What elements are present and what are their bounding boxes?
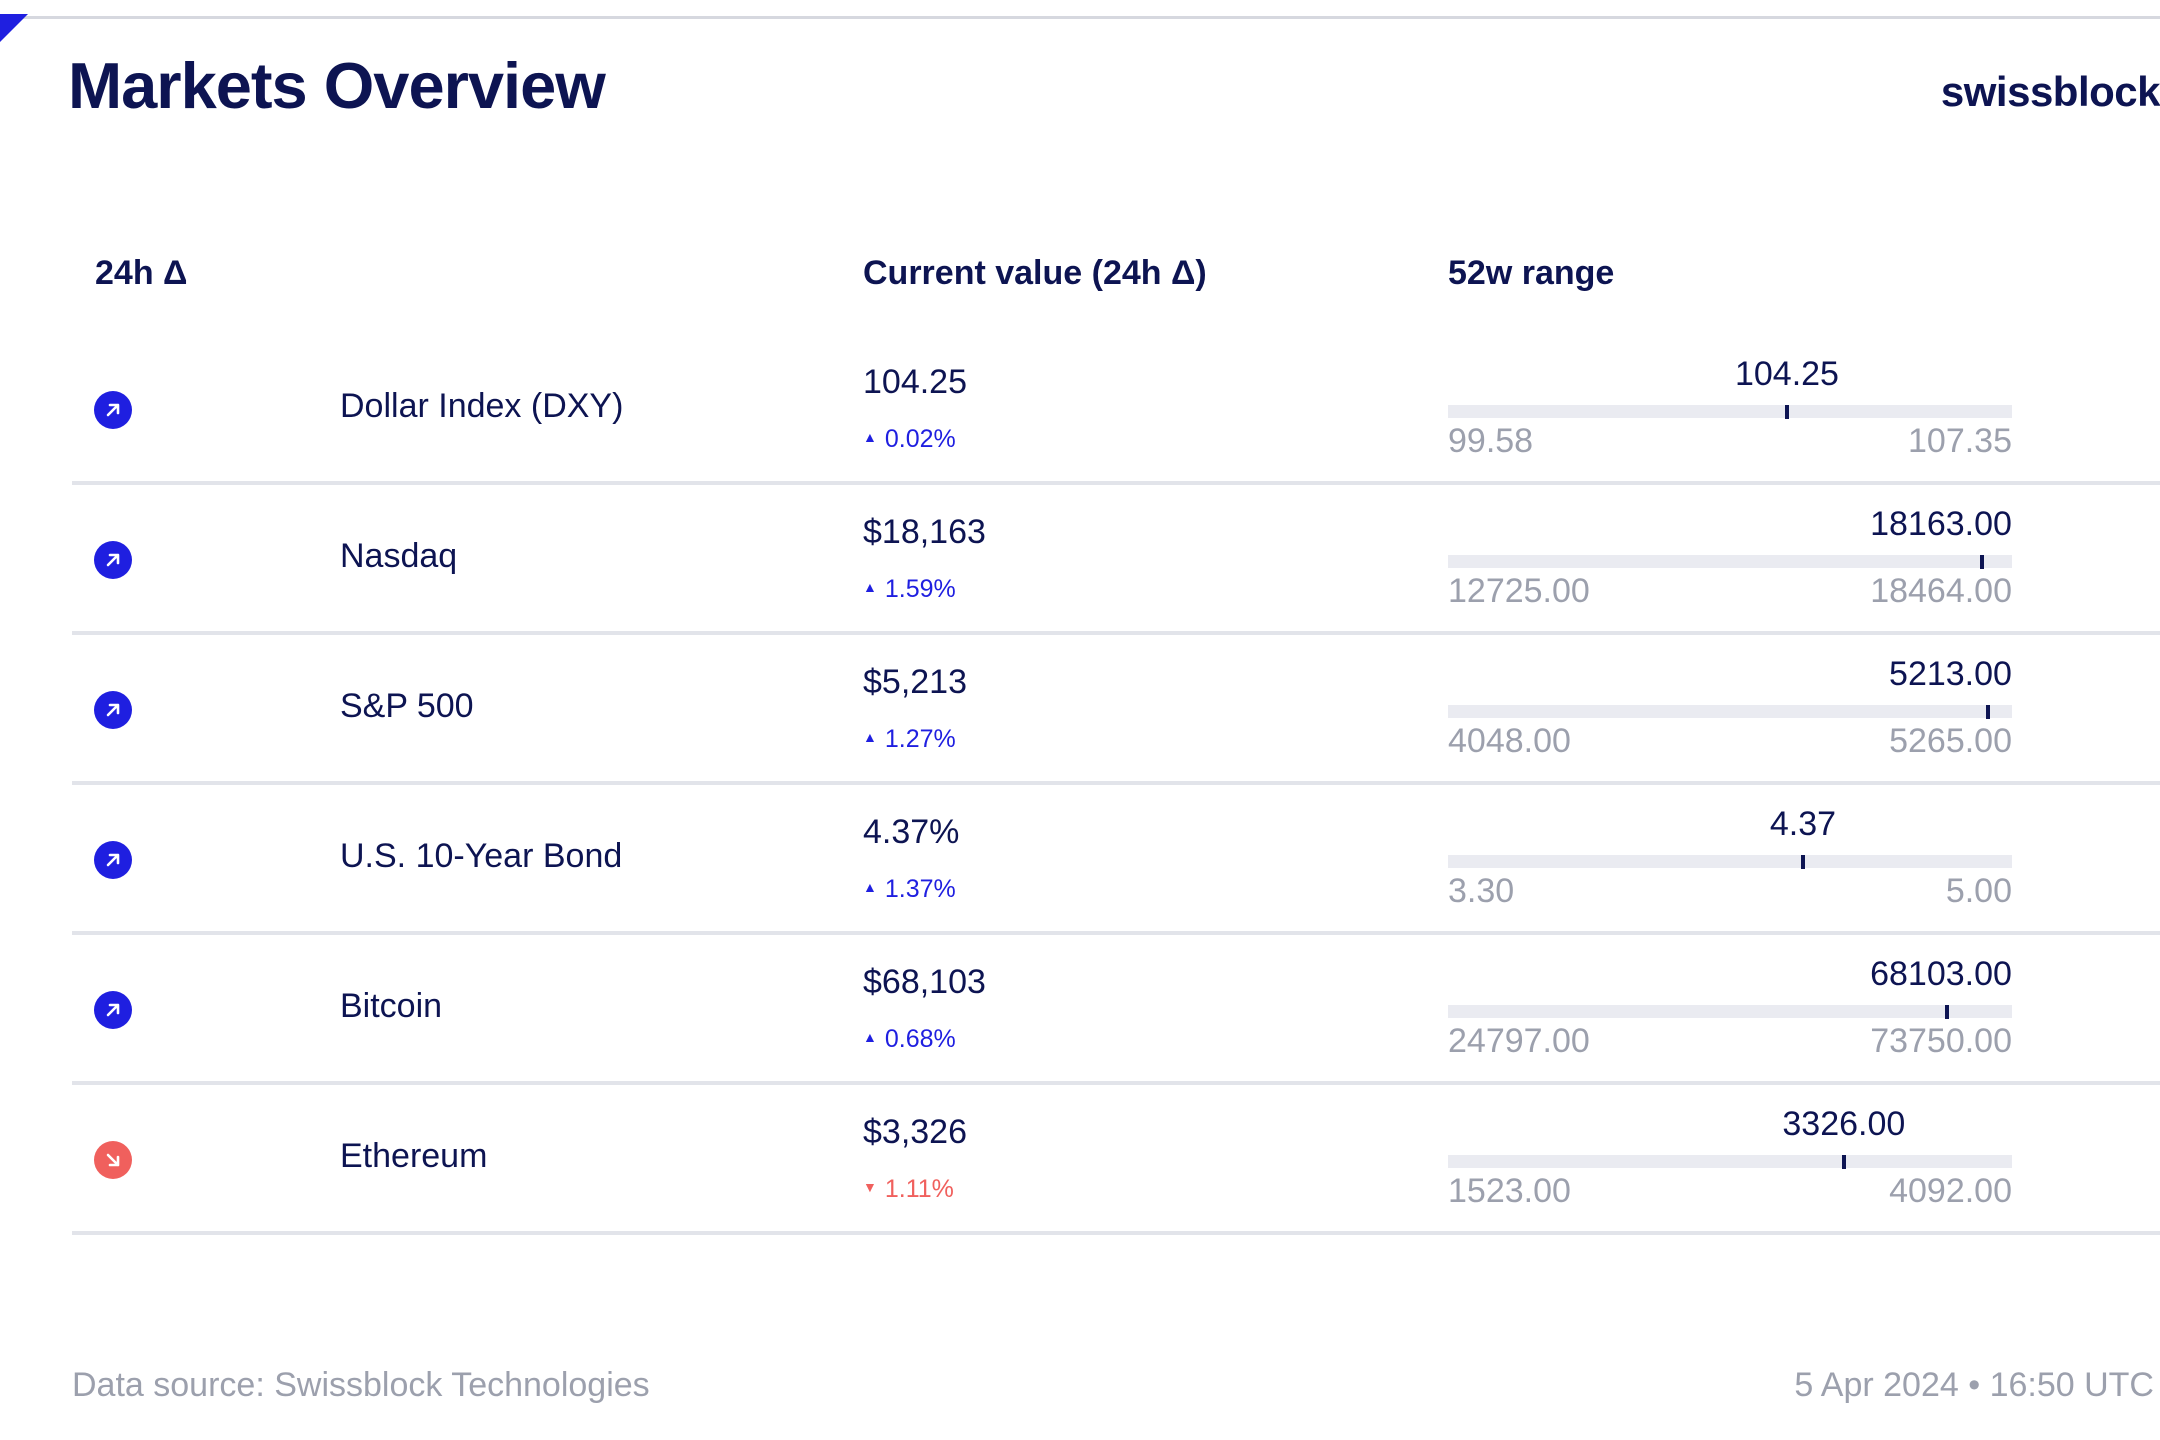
current-value: 4.37%: [863, 813, 960, 851]
change-percent: 1.27%: [884, 725, 956, 753]
range-bar: [1448, 705, 2012, 718]
range-current-label: 68103.00: [1870, 955, 2012, 993]
change-percent: 0.02%: [884, 425, 956, 453]
range-bar: [1448, 1005, 2012, 1018]
range-high-label: 107.35: [1908, 422, 2012, 460]
range-52w: 5213.00 4048.00 5265.00: [1448, 635, 2012, 781]
table-row: S&P 500 $5,213 ▲ 1.27% 5213.00 4048.00 52…: [72, 635, 2160, 785]
asset-name: S&P 500: [340, 687, 474, 725]
change-24h: ▲ 0.68%: [863, 1025, 956, 1054]
change-24h: ▲ 1.37%: [863, 875, 956, 904]
range-low-label: 1523.00: [1448, 1172, 1571, 1210]
current-value: $18,163: [863, 513, 986, 551]
range-high-label: 4092.00: [1889, 1172, 2012, 1210]
asset-name: U.S. 10-Year Bond: [340, 837, 623, 875]
table-row: U.S. 10-Year Bond 4.37% ▲ 1.37% 4.37 3.30…: [72, 785, 2160, 935]
change-triangle-icon: ▼: [863, 1179, 877, 1196]
column-header-current-value: Current value (24h Δ): [863, 254, 1207, 292]
range-low-label: 3.30: [1448, 872, 1515, 910]
change-24h: ▲ 1.27%: [863, 725, 956, 754]
change-triangle-icon: ▲: [863, 579, 877, 596]
change-percent: 1.37%: [884, 875, 956, 903]
range-high-label: 18464.00: [1870, 572, 2012, 610]
range-current-label: 104.25: [1734, 355, 1839, 393]
table-row: Nasdaq $18,163 ▲ 1.59% 18163.00 12725.00 …: [72, 485, 2160, 635]
markets-table: Dollar Index (DXY) 104.25 ▲ 0.02% 104.25 …: [72, 335, 2160, 1235]
table-row: Dollar Index (DXY) 104.25 ▲ 0.02% 104.25 …: [72, 335, 2160, 485]
current-value: $68,103: [863, 963, 986, 1001]
asset-name: Ethereum: [340, 1137, 488, 1175]
range-marker: [1800, 855, 1805, 869]
range-bar: [1448, 405, 2012, 418]
trend-arrow-icon: [94, 541, 132, 579]
change-24h: ▼ 1.11%: [863, 1175, 954, 1204]
change-triangle-icon: ▲: [863, 879, 877, 896]
range-bar: [1448, 1155, 2012, 1168]
column-header-52w-range: 52w range: [1448, 254, 1615, 292]
trend-arrow-icon: [94, 991, 132, 1029]
range-52w: 18163.00 12725.00 18464.00: [1448, 485, 2012, 631]
range-bar: [1448, 555, 2012, 568]
brand-logo: swissblock: [1940, 68, 2160, 115]
range-marker: [1985, 705, 1990, 719]
current-value: $5,213: [863, 663, 967, 701]
table-row: Bitcoin $68,103 ▲ 0.68% 68103.00 24797.00…: [72, 935, 2160, 1085]
change-percent: 1.59%: [884, 575, 956, 603]
trend-arrow-icon: [94, 691, 132, 729]
range-marker: [1944, 1005, 1949, 1019]
trend-arrow-icon: [94, 841, 132, 879]
range-high-label: 5265.00: [1889, 722, 2012, 760]
change-24h: ▲ 1.59%: [863, 575, 956, 604]
page-title: Markets Overview: [68, 49, 606, 122]
range-current-label: 4.37: [1769, 805, 1837, 843]
range-current-label: 5213.00: [1889, 655, 2012, 693]
change-percent: 0.68%: [884, 1025, 956, 1053]
range-low-label: 4048.00: [1448, 722, 1571, 760]
change-triangle-icon: ▲: [863, 729, 877, 746]
range-bar: [1448, 855, 2012, 868]
change-triangle-icon: ▲: [863, 1029, 877, 1046]
range-52w: 4.37 3.30 5.00: [1448, 785, 2012, 931]
range-current-label: 18163.00: [1870, 505, 2012, 543]
range-low-label: 24797.00: [1448, 1022, 1590, 1060]
change-triangle-icon: ▲: [863, 429, 877, 446]
range-current-label: 3326.00: [1782, 1105, 1906, 1143]
change-24h: ▲ 0.02%: [863, 425, 956, 454]
asset-name: Bitcoin: [340, 987, 443, 1025]
range-marker: [1980, 555, 1985, 569]
range-high-label: 73750.00: [1870, 1022, 2012, 1060]
range-52w: 104.25 99.58 107.35: [1448, 335, 2012, 481]
range-low-label: 99.58: [1448, 422, 1534, 460]
range-52w: 3326.00 1523.00 4092.00: [1448, 1085, 2012, 1231]
range-marker: [1784, 405, 1789, 419]
trend-arrow-icon: [94, 1141, 132, 1179]
current-value: $3,326: [863, 1113, 967, 1151]
current-value: 104.25: [863, 363, 967, 401]
corner-accent: [0, 14, 28, 42]
column-header-24h-delta: 24h Δ: [95, 254, 188, 292]
range-high-label: 5.00: [1945, 872, 2012, 910]
range-52w: 68103.00 24797.00 73750.00: [1448, 935, 2012, 1081]
table-row: Ethereum $3,326 ▼ 1.11% 3326.00 1523.00 4…: [72, 1085, 2160, 1235]
change-percent: 1.11%: [884, 1175, 954, 1203]
timestamp: 5 Apr 2024 • 16:50 UTC: [1794, 1366, 2154, 1404]
asset-name: Nasdaq: [340, 537, 458, 575]
data-source: Data source: Swissblock Technologies: [72, 1366, 650, 1404]
top-divider: [0, 16, 2160, 19]
range-marker: [1841, 1155, 1846, 1169]
trend-arrow-icon: [94, 391, 132, 429]
asset-name: Dollar Index (DXY): [340, 387, 624, 425]
range-low-label: 12725.00: [1448, 572, 1590, 610]
